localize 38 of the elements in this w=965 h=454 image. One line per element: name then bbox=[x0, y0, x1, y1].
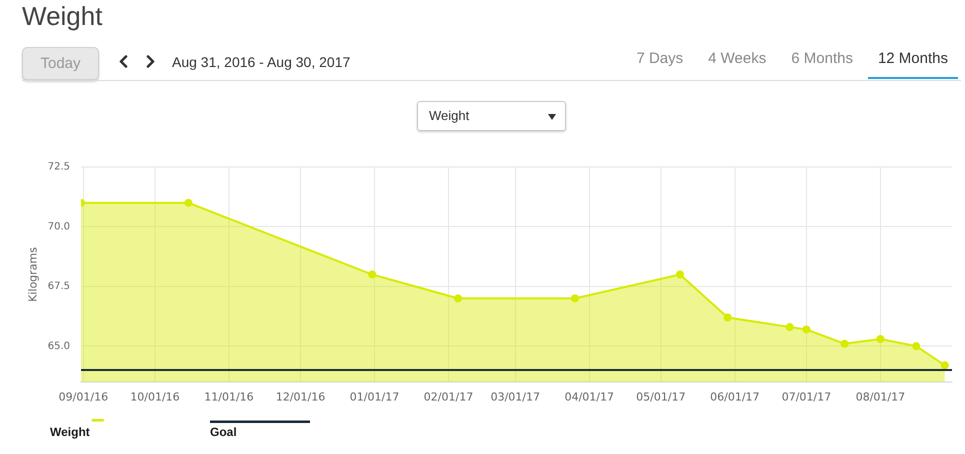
range-tab[interactable]: 7 Days bbox=[626, 50, 694, 79]
point bbox=[454, 294, 462, 302]
range-tab[interactable]: 4 Weeks bbox=[698, 50, 776, 79]
x-tick-label: 11/01/16 bbox=[204, 390, 254, 404]
y-axis-title: Kilograms bbox=[26, 246, 40, 302]
x-tick-label: 12/01/16 bbox=[276, 390, 326, 404]
chart-title: Weight bbox=[22, 1, 102, 31]
point bbox=[184, 198, 192, 207]
point bbox=[802, 325, 810, 334]
x-tick-label: 08/01/17 bbox=[856, 390, 906, 404]
chart-subtitle: Aug 31, 2016 - Aug 30, 2017 bbox=[172, 54, 350, 71]
y-tick-label: 72.5 bbox=[48, 162, 70, 173]
x-tick-label: 04/01/17 bbox=[564, 390, 614, 404]
x-tick-label: 01/01/17 bbox=[350, 390, 400, 404]
x-tick-label: 03/01/17 bbox=[490, 390, 540, 404]
legend-label: Weight bbox=[50, 425, 90, 439]
range-tab[interactable]: 6 Months bbox=[781, 50, 863, 79]
dropdown[interactable]: Weight bbox=[417, 101, 566, 131]
ref-line-label: Goal bbox=[210, 425, 237, 439]
x-tick-label: 10/01/16 bbox=[130, 390, 180, 404]
point bbox=[724, 314, 732, 322]
point bbox=[368, 270, 376, 278]
y-tick-label: 70.0 bbox=[48, 221, 70, 232]
x-tick-label: 02/01/17 bbox=[424, 390, 474, 404]
point bbox=[570, 294, 579, 302]
point bbox=[840, 340, 849, 348]
y-tick-label: 65.0 bbox=[48, 340, 70, 352]
point bbox=[876, 335, 884, 343]
today-button[interactable]: Today bbox=[22, 47, 99, 80]
x-tick-label: 09/01/16 bbox=[58, 390, 108, 404]
point bbox=[676, 270, 684, 278]
point bbox=[912, 342, 920, 350]
y-tick-label: 67.5 bbox=[48, 281, 70, 292]
x-tick-label: 07/01/17 bbox=[782, 390, 832, 404]
point bbox=[786, 323, 794, 332]
x-tick-label: 06/01/17 bbox=[710, 390, 760, 404]
x-tick-label: 05/01/17 bbox=[636, 390, 686, 404]
point bbox=[940, 361, 949, 370]
